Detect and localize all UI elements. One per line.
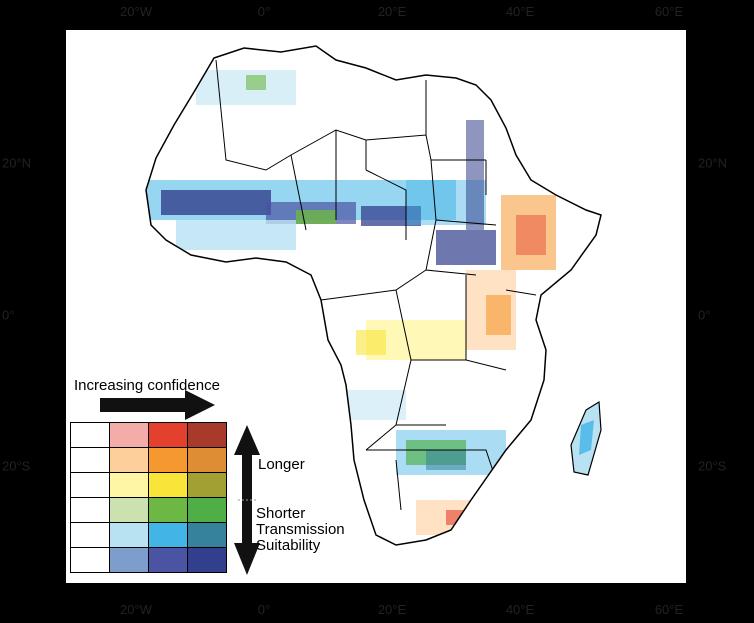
legend-cell-3-1 <box>109 497 149 523</box>
lat-tick-left-2: 20°S <box>2 458 31 474</box>
suitability-overlay <box>146 70 556 535</box>
legend-cell-5-3 <box>187 547 227 573</box>
lat-tick-left-1: 0° <box>2 307 15 323</box>
lon-tick-bottom-3: 40°E <box>505 602 535 617</box>
lon-tick-top-2: 20°E <box>377 4 407 19</box>
legend-cell-1-1 <box>109 447 149 473</box>
legend-cell-1-0 <box>70 447 110 473</box>
lat-tick-right-2: 20°S <box>698 458 727 474</box>
legend-cell-0-3 <box>187 422 227 448</box>
lon-tick-top-4: 60°E <box>654 4 684 19</box>
legend-cell-1-2 <box>148 447 188 473</box>
legend-cell-2-3 <box>187 472 227 498</box>
legend-cell-0-1 <box>109 422 149 448</box>
lon-tick-bottom-2: 20°E <box>377 602 407 617</box>
africa-map <box>145 45 602 546</box>
legend-suitability: Suitability <box>256 537 321 554</box>
legend-cell-3-0 <box>70 497 110 523</box>
legend-cell-1-3 <box>187 447 227 473</box>
legend-cell-2-1 <box>109 472 149 498</box>
legend-increasing-confidence: Increasing confidence <box>74 377 220 394</box>
lon-tick-bottom-0: 20°W <box>120 602 152 617</box>
lon-tick-top-3: 40°E <box>505 4 535 19</box>
legend-cell-0-2 <box>148 422 188 448</box>
legend-cell-4-0 <box>70 522 110 548</box>
legend-shorter: Shorter <box>256 505 306 522</box>
legend-transmission: Transmission <box>256 521 345 538</box>
lat-tick-left-0: 20°N <box>2 155 32 171</box>
legend-cell-4-1 <box>109 522 149 548</box>
lat-tick-right-0: 20°N <box>698 155 728 171</box>
legend-cell-2-0 <box>70 472 110 498</box>
legend-color-grid <box>70 422 227 573</box>
legend-cell-3-2 <box>148 497 188 523</box>
legend-cell-4-3 <box>187 522 227 548</box>
lat-tick-right-1: 0° <box>698 307 711 323</box>
legend-longer: Longer <box>258 456 305 473</box>
lon-tick-top-1: 0° <box>257 4 271 19</box>
legend-cell-5-2 <box>148 547 188 573</box>
legend-cell-5-0 <box>70 547 110 573</box>
legend-cell-4-2 <box>148 522 188 548</box>
legend-cell-2-2 <box>148 472 188 498</box>
legend-cell-5-1 <box>109 547 149 573</box>
lon-tick-top-0: 20°W <box>120 4 152 19</box>
lon-tick-bottom-1: 0° <box>257 602 271 617</box>
legend-cell-0-0 <box>70 422 110 448</box>
legend-cell-3-3 <box>187 497 227 523</box>
lon-tick-bottom-4: 60°E <box>654 602 684 617</box>
